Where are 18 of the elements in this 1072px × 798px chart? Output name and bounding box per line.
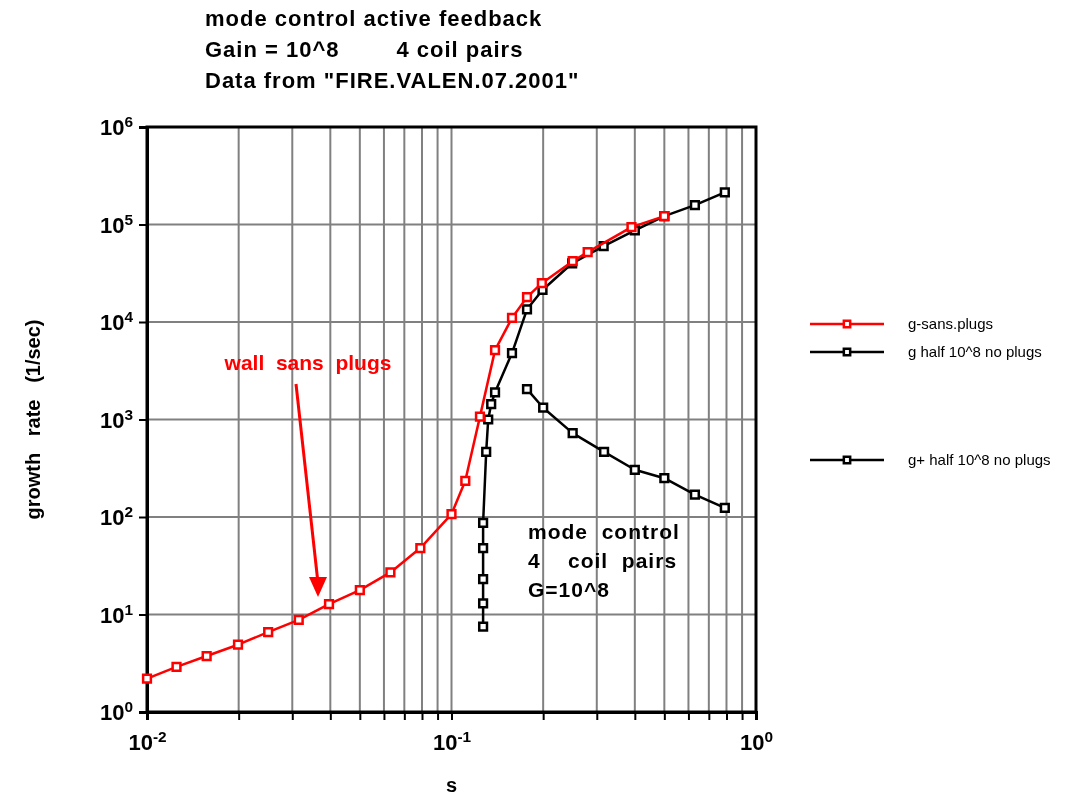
y-tick-label: 10$^{4}$ xyxy=(99,307,134,336)
y-axis-title: growth rate (1/sec) xyxy=(22,319,44,520)
y-tick-label: 10$^{6}$ xyxy=(99,112,133,141)
x-tick-label: 10$^{-2}$ xyxy=(128,727,167,755)
annotation: mode control 4 coil pairs G=10^8 xyxy=(528,520,680,601)
annotation: wall sans plugs xyxy=(223,351,392,374)
y-tick-label: 10$^{5}$ xyxy=(99,210,134,238)
y-tick-label: 10$^{3}$ xyxy=(99,405,133,433)
x-tick-label: 10$^{0}$ xyxy=(739,727,774,755)
legend-label: g-sans.plugs xyxy=(908,315,994,333)
legend-label: g half 10^8 no plugs xyxy=(908,343,1042,361)
legend-label: g+ half 10^8 no plugs xyxy=(908,451,1051,469)
x-axis-title: s xyxy=(445,774,458,796)
y-tick-label: 10$^{2}$ xyxy=(99,502,133,531)
y-tick-label: 10$^{0}$ xyxy=(99,697,133,726)
x-tick-label: 10$^{-1}$ xyxy=(432,727,472,755)
y-tick-label: 10$^{1}$ xyxy=(99,600,134,628)
chart-title: mode control active feedback Gain = 10^8 4 coil pairs Data from "FIRE.VALEN.07.2001" xyxy=(205,6,580,93)
